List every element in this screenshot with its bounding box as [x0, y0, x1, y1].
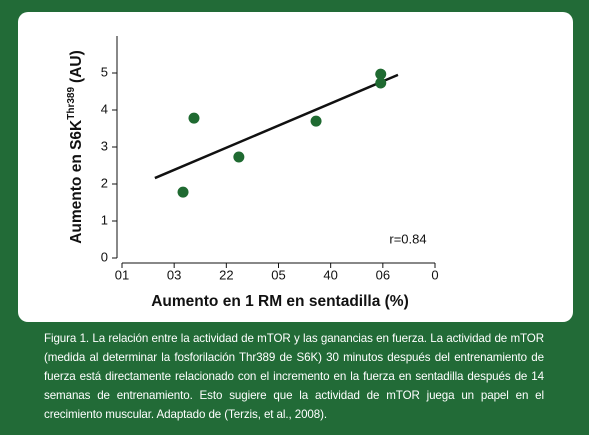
y-label-sup: Thr389: [66, 87, 77, 120]
x-tick-label: 0: [431, 267, 438, 282]
y-axis-label: Aumento en S6KThr389 (AU): [66, 50, 85, 244]
x-tick-label: 03: [167, 267, 181, 282]
y-tick-label: 0: [101, 249, 108, 264]
figure-panel: [18, 12, 573, 322]
data-point: [233, 151, 245, 163]
data-point: [375, 68, 387, 80]
caption: Figura 1. La relación entre la actividad…: [44, 332, 544, 421]
x-tick-label: 40: [323, 267, 337, 282]
y-tick-label: 4: [101, 101, 108, 116]
data-point: [188, 112, 200, 124]
x-axis-label: Aumento en 1 RM en sentadilla (%): [151, 293, 409, 310]
x-tick-label: 22: [219, 267, 233, 282]
data-point: [375, 77, 387, 89]
y-label-unit: (AU): [68, 50, 85, 83]
data-point: [310, 115, 322, 127]
x-tick-label: 06: [376, 267, 390, 282]
trend-line: [154, 73, 399, 180]
x-tick-label: 01: [115, 267, 129, 282]
y-tick-label: 3: [101, 138, 108, 153]
data-point: [177, 186, 189, 198]
chart: Aumento en 1 RM en sentadilla (%) Aument…: [66, 36, 439, 310]
y-tick-label: 2: [101, 175, 108, 190]
y-tick-label: 5: [101, 64, 108, 79]
y-label-main: Aumento en S6K: [68, 119, 85, 244]
annotation: r=0.84: [389, 231, 426, 246]
y-tick-label: 1: [101, 212, 108, 227]
x-tick-label: 05: [271, 267, 285, 282]
